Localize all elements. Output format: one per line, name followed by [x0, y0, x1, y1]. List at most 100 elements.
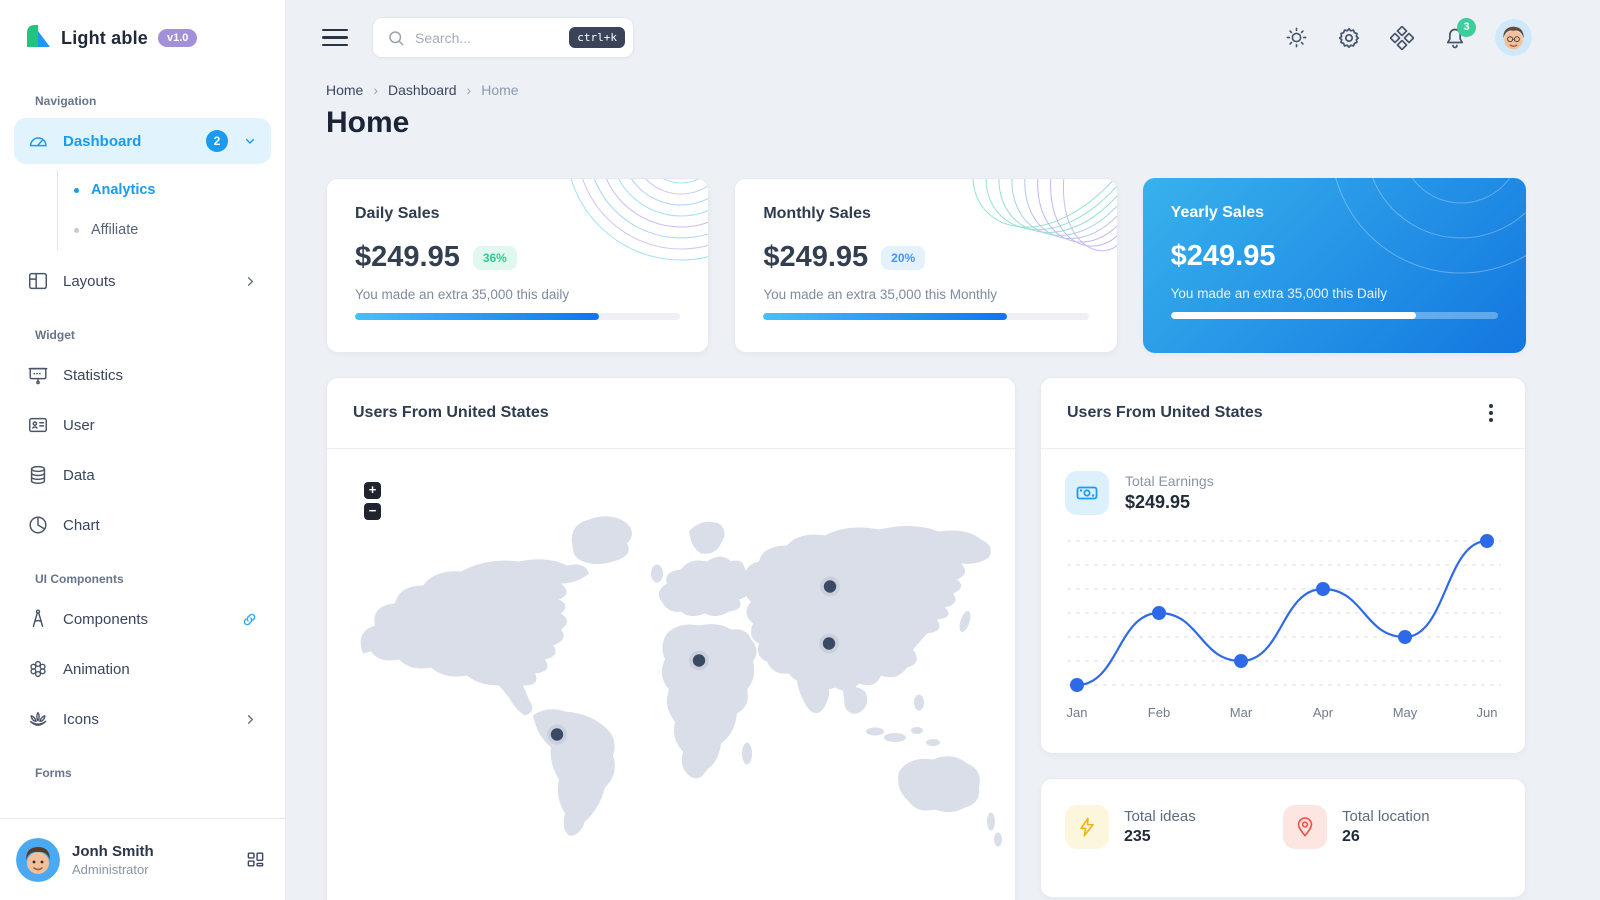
notification-count-badge: 3	[1457, 17, 1476, 37]
nav-section-widget: Widget	[35, 328, 75, 342]
total-label: Total ideas	[1124, 808, 1196, 825]
sidebar-item-statistics[interactable]: Statistics	[14, 352, 271, 398]
search-icon	[389, 30, 404, 45]
kebab-menu-icon[interactable]	[1483, 398, 1499, 428]
sidebar-item-icons[interactable]: Icons	[14, 696, 271, 742]
total-value: 26	[1342, 828, 1360, 845]
stat-label: Total Earnings	[1125, 473, 1214, 489]
sidebar-item-animation[interactable]: Animation	[14, 646, 271, 692]
card-title: Users From United States	[353, 404, 549, 421]
map-zoom-in-button[interactable]: +	[364, 482, 381, 499]
user-name: Jonh Smith	[72, 842, 154, 860]
progress-bar	[763, 313, 1089, 320]
sidebar-item-affiliate[interactable]: Affiliate	[58, 210, 285, 250]
sun-icon	[1286, 27, 1306, 48]
database-icon	[30, 465, 46, 484]
user-avatar[interactable]	[16, 837, 60, 882]
apps-button[interactable]	[1389, 25, 1415, 51]
breadcrumb-dashboard[interactable]: Dashboard	[388, 82, 457, 98]
sidebar-item-label: User	[63, 416, 95, 434]
main-area: ctrl+k	[286, 0, 1600, 900]
nav-section-navigation: Navigation	[35, 94, 97, 108]
card-title: Users From United States	[1067, 404, 1263, 421]
sidebar-item-label: Animation	[63, 660, 130, 678]
sidebar-item-dashboard[interactable]: Dashboard 2	[14, 118, 271, 164]
topbar: ctrl+k	[286, 0, 1600, 58]
chevron-right-icon: ›	[373, 82, 379, 98]
total-value: 235	[1124, 828, 1151, 845]
sidebar-item-label: Dashboard	[63, 132, 142, 150]
presentation-icon	[28, 367, 48, 385]
breadcrumb-home[interactable]: Home	[326, 82, 364, 98]
page-content: Home › Dashboard › Home Home	[286, 58, 1600, 900]
sidebar-item-components[interactable]: Components	[14, 596, 271, 642]
money-icon	[1065, 471, 1109, 515]
notifications-button[interactable]: 3	[1442, 17, 1476, 51]
sidebar-item-chart[interactable]: Chart	[14, 502, 271, 548]
search-input[interactable]	[415, 29, 570, 46]
layout-icon	[29, 272, 47, 290]
total-ideas-item: Total ideas 235	[1065, 805, 1283, 849]
pie-chart-icon	[29, 516, 47, 534]
stat-value: $249.95	[1125, 492, 1191, 512]
sub-item-label: Affiliate	[91, 222, 139, 238]
sidebar-user-footer[interactable]: Jonh Smith Administrator	[0, 818, 285, 900]
map-zoom-out-button[interactable]: −	[364, 503, 381, 520]
amount-value: $249.95	[355, 241, 460, 273]
svg-text:Jan: Jan	[1067, 705, 1088, 720]
page-title: Home	[326, 106, 410, 139]
brand[interactable]: Light able v1.0	[0, 0, 285, 72]
settings-button[interactable]	[1336, 25, 1362, 51]
gear-icon	[1338, 27, 1360, 48]
sidebar-item-layouts[interactable]: Layouts	[14, 258, 271, 304]
sub-item-label: Analytics	[91, 182, 156, 198]
dashboard-subnav: Analytics Affiliate	[57, 170, 285, 250]
search-box[interactable]: ctrl+k	[372, 17, 634, 58]
diamond-grid-icon	[1390, 25, 1414, 50]
brand-name: Light able	[61, 27, 148, 48]
profile-avatar[interactable]	[1495, 19, 1532, 56]
chevron-right-icon	[248, 276, 254, 286]
sidebar-item-label: Layouts	[63, 272, 116, 290]
lightning-icon	[1065, 805, 1109, 849]
chevron-down-icon	[245, 138, 255, 145]
world-map-canvas[interactable]: + −	[327, 449, 1015, 900]
flower-icon	[30, 660, 46, 678]
progress-bar	[1170, 312, 1498, 319]
breadcrumb-current: Home	[481, 82, 519, 98]
sidebar-item-data[interactable]: Data	[14, 452, 271, 498]
svg-text:Feb: Feb	[1148, 705, 1170, 720]
sidebar-item-label: Data	[63, 466, 95, 484]
sidebar-item-user[interactable]: User	[14, 402, 271, 448]
earnings-line-chart: Jan Feb Mar Apr May Jun	[1067, 534, 1501, 720]
sidebar-item-label: Chart	[63, 516, 100, 534]
svg-text:Jun: Jun	[1477, 705, 1498, 720]
monthly-sales-card: Monthly Sales $249.95 20% You made an ex…	[734, 178, 1118, 353]
layout-grid-icon[interactable]	[246, 850, 265, 869]
sidebar-item-analytics[interactable]: Analytics	[58, 170, 285, 210]
users-map-card: Users From United States + −	[326, 377, 1016, 900]
hamburger-menu-icon[interactable]	[322, 28, 348, 47]
card-note: You made an extra 35,000 this Daily	[1170, 286, 1388, 301]
stat-cards-row: Daily Sales $249.95 36% You made an extr…	[326, 178, 1526, 353]
sidebar-item-label: Statistics	[63, 366, 124, 384]
amount-value: $249.95	[1170, 240, 1276, 272]
card-title: Yearly Sales	[1170, 204, 1265, 221]
version-badge: v1.0	[158, 29, 198, 47]
dashboard-count-badge: 2	[206, 130, 228, 152]
chevron-right-icon: ›	[466, 82, 472, 98]
card-note: You made an extra 35,000 this daily	[355, 287, 570, 302]
progress-bar	[355, 313, 681, 320]
users-stats-card: Users From United States	[1040, 377, 1526, 754]
theme-toggle-button[interactable]	[1283, 25, 1309, 51]
card-title: Monthly Sales	[763, 205, 871, 222]
svg-text:Apr: Apr	[1313, 705, 1334, 720]
sidebar-item-label: Components	[63, 610, 149, 628]
gauge-icon	[29, 137, 47, 147]
total-location-item: Total location 26	[1283, 805, 1501, 849]
total-label: Total location	[1342, 808, 1430, 825]
map-pin-icon	[1283, 805, 1327, 849]
map-markers	[547, 576, 840, 745]
daily-sales-card: Daily Sales $249.95 36% You made an extr…	[326, 178, 710, 353]
